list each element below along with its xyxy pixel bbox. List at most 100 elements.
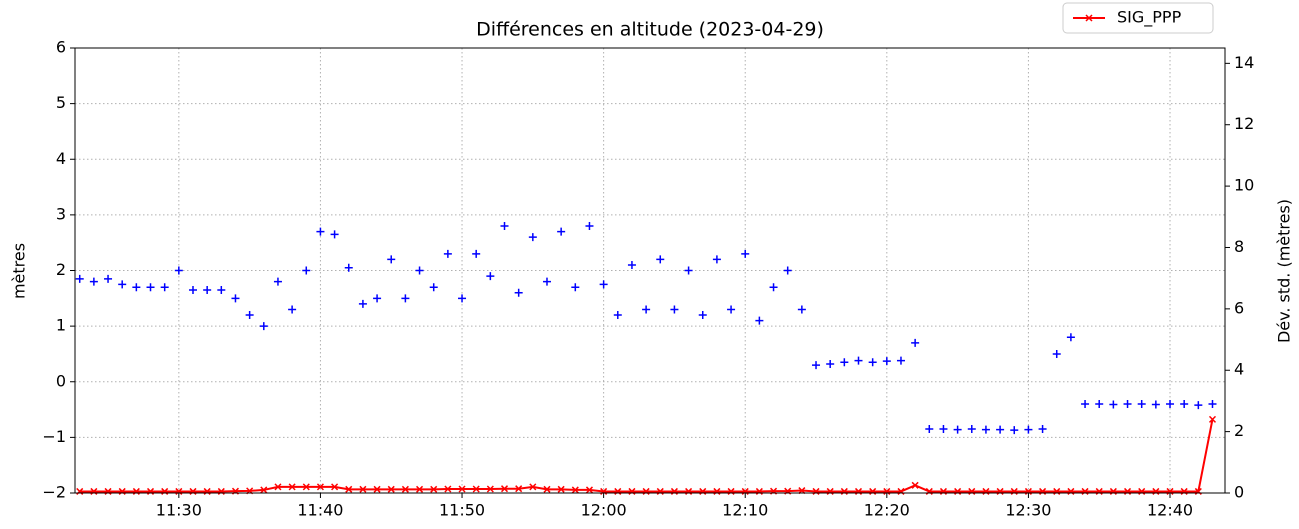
marker: [797, 305, 806, 314]
marker: [896, 356, 905, 365]
marker: [953, 425, 962, 434]
legend-label: SIG_PPP: [1117, 8, 1182, 28]
marker: [245, 311, 254, 319]
marker: [443, 249, 452, 258]
marker: [755, 316, 764, 325]
marker: [429, 283, 438, 292]
marker: [684, 266, 693, 275]
marker: [203, 285, 212, 294]
marker: [1208, 415, 1217, 423]
legend-box: [1062, 2, 1214, 34]
y-tick-label: −2: [42, 483, 66, 502]
marker: [1123, 400, 1132, 408]
marker: [500, 222, 509, 230]
marker: [627, 260, 636, 269]
marker: [868, 358, 877, 367]
y2-tick-label: 2: [1234, 421, 1244, 440]
y2-tick-label: 10: [1234, 176, 1254, 195]
legend-marker: [1085, 14, 1093, 22]
marker: [882, 357, 891, 366]
marker: [571, 486, 579, 494]
marker: [613, 311, 622, 319]
x-tick-label: 12:30: [1005, 501, 1051, 520]
marker: [75, 274, 84, 283]
marker: [345, 485, 353, 493]
marker: [316, 483, 324, 491]
marker: [444, 485, 452, 493]
marker: [571, 283, 580, 292]
marker: [585, 486, 593, 494]
marker: [231, 294, 240, 303]
marker: [358, 299, 367, 308]
x-tick-label: 11:40: [297, 501, 343, 520]
marker: [1194, 401, 1203, 410]
marker: [1109, 400, 1118, 409]
marker: [288, 305, 297, 314]
marker: [430, 485, 438, 493]
y2-tick-label: 12: [1234, 114, 1254, 133]
marker: [543, 485, 551, 493]
marker: [500, 485, 509, 493]
marker: [1208, 400, 1217, 408]
marker: [302, 483, 310, 491]
marker: [542, 277, 551, 286]
marker: [288, 483, 296, 491]
y-tick-label: 5: [56, 93, 66, 112]
marker: [1052, 349, 1061, 358]
marker: [146, 283, 155, 292]
x-tick-label: 12:10: [722, 501, 768, 520]
plot-frame: [74, 47, 1226, 494]
marker: [741, 249, 750, 258]
marker: [967, 425, 976, 434]
y2-tick-label: 6: [1234, 298, 1244, 317]
marker: [1024, 425, 1033, 434]
marker: [330, 230, 339, 239]
marker: [260, 486, 268, 494]
marker: [188, 285, 197, 294]
marker: [1137, 400, 1146, 408]
marker: [472, 249, 481, 258]
marker: [557, 485, 565, 493]
marker: [1081, 400, 1090, 408]
y-axis-label: mètres: [10, 243, 29, 299]
y-tick-label: 2: [56, 260, 66, 279]
marker: [1151, 400, 1160, 409]
y-tick-label: 4: [56, 149, 66, 168]
marker: [274, 483, 282, 491]
marker: [401, 294, 410, 303]
y2-axis-label: Dév. std. (mètres): [1275, 199, 1294, 343]
x-tick-label: 12:40: [1147, 501, 1193, 520]
marker: [514, 288, 523, 297]
marker: [1038, 425, 1047, 434]
marker: [132, 283, 141, 292]
marker: [486, 272, 495, 281]
marker: [712, 255, 721, 264]
marker: [160, 283, 169, 292]
marker: [585, 222, 594, 230]
y2-tick-label: 0: [1234, 483, 1244, 502]
marker: [302, 266, 311, 275]
marker: [373, 294, 382, 303]
marker: [415, 266, 424, 275]
marker: [458, 485, 466, 493]
marker: [911, 338, 920, 347]
marker: [911, 481, 919, 489]
marker: [812, 361, 821, 370]
marker: [387, 255, 396, 264]
y2-tick-label: 4: [1234, 360, 1244, 379]
marker: [331, 483, 339, 491]
marker: [387, 485, 395, 493]
marker: [1010, 426, 1019, 435]
y2-tick-label: 14: [1234, 53, 1254, 72]
marker: [642, 305, 651, 314]
x-tick-label: 12:00: [581, 501, 627, 520]
marker: [401, 485, 409, 493]
marker: [925, 425, 934, 434]
marker: [840, 358, 849, 367]
marker: [557, 227, 566, 236]
chart-title: Différences en altitude (2023-04-29): [476, 19, 824, 41]
marker: [416, 485, 424, 493]
marker: [727, 305, 736, 314]
marker: [104, 274, 113, 283]
